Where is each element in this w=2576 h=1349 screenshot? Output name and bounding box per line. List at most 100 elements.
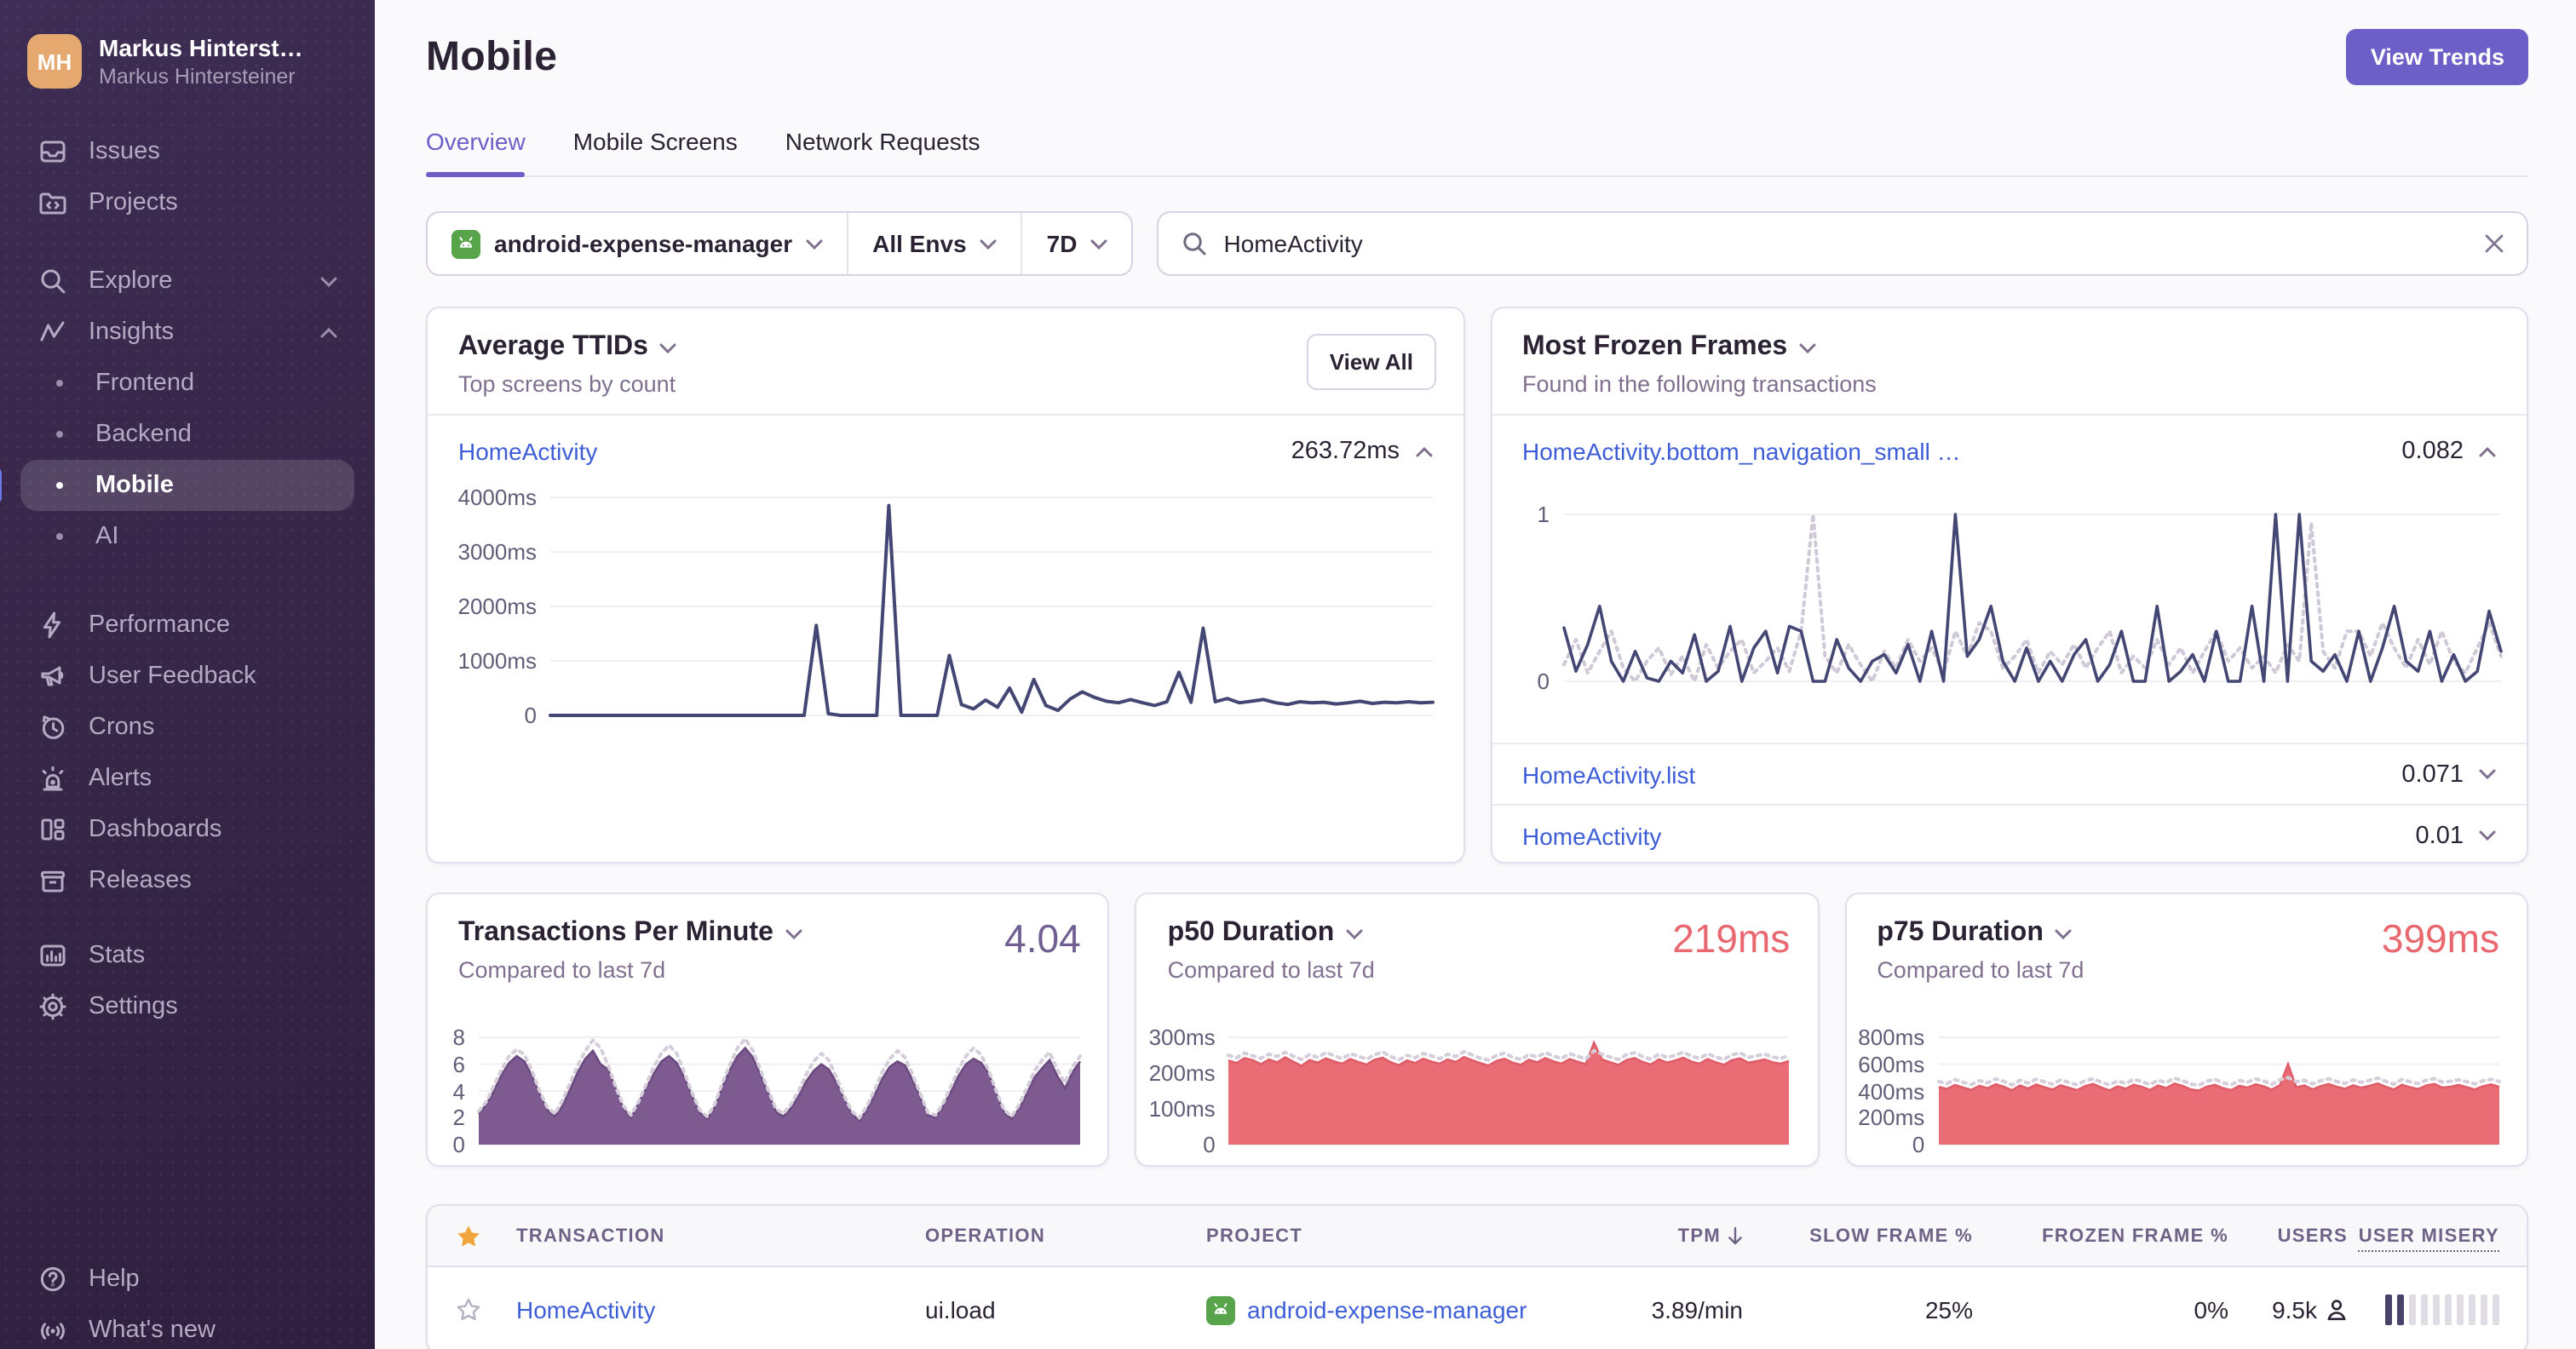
expand-chevron-icon[interactable]: [2479, 829, 2496, 841]
sidebar-item-settings[interactable]: Settings: [20, 981, 354, 1032]
filter-bar: android-expense-manager All Envs 7D: [426, 211, 2528, 276]
sidebar-item-performance[interactable]: Performance: [20, 600, 354, 651]
sidebar-nav: Issues Projects Explore: [0, 126, 354, 1032]
star-header-icon[interactable]: [455, 1222, 516, 1249]
chevron-up-icon: [320, 326, 337, 338]
sidebar-item-projects[interactable]: Projects: [20, 177, 354, 228]
expand-chevron-icon[interactable]: [2479, 768, 2496, 780]
sidebar-item-dashboards[interactable]: Dashboards: [20, 804, 354, 855]
card-subtitle: Compared to last 7d: [1877, 957, 2084, 983]
sidebar-item-label: Crons: [89, 714, 155, 741]
clear-search-icon[interactable]: [2484, 233, 2504, 254]
sidebar-item-alerts[interactable]: Alerts: [20, 753, 354, 804]
tab-bar: Overview Mobile Screens Network Requests: [426, 128, 2528, 177]
user-name: Markus Hinterst…: [99, 34, 303, 61]
transaction-link[interactable]: HomeActivity: [1522, 822, 1662, 849]
card-title-label: p75 Duration: [1877, 918, 2044, 947]
transaction-link[interactable]: HomeActivity.list: [1522, 761, 1696, 788]
tpm-card: Transactions Per Minute Compared to last…: [426, 893, 1110, 1167]
siren-icon: [37, 763, 68, 794]
sidebar-item-stats[interactable]: Stats: [20, 930, 354, 981]
col-slow-frame[interactable]: SLOW FRAME %: [1809, 1226, 1973, 1246]
tab-overview[interactable]: Overview: [426, 128, 526, 177]
environment-selector-label: All Envs: [872, 230, 967, 257]
sidebar-item-crons[interactable]: Crons: [20, 702, 354, 753]
chevron-down-icon: [785, 927, 802, 939]
chevron-down-icon: [1799, 342, 1816, 353]
project-cell: android-expense-manager: [1206, 1295, 1573, 1324]
sidebar-item-backend[interactable]: Backend: [20, 409, 354, 460]
sidebar-item-label: Frontend: [95, 370, 195, 397]
card-title[interactable]: Most Frozen Frames: [1522, 332, 2496, 363]
collapse-chevron-icon[interactable]: [2479, 445, 2496, 457]
chevron-down-icon: [806, 238, 823, 250]
col-project[interactable]: PROJECT: [1206, 1226, 1303, 1246]
most-frozen-frames-card: Most Frozen Frames Found in the followin…: [1490, 307, 2528, 864]
sidebar-item-label: AI: [95, 523, 119, 550]
p75-chart: 800ms 600ms 400ms 200ms 0: [1846, 1025, 2501, 1157]
bullet-icon: [44, 431, 75, 438]
view-trends-button[interactable]: View Trends: [2346, 29, 2528, 85]
sidebar-item-insights[interactable]: Insights: [20, 307, 354, 358]
transaction-link[interactable]: HomeActivity: [458, 438, 598, 465]
sidebar-item-frontend[interactable]: Frontend: [20, 358, 354, 409]
card-title[interactable]: p50 Duration: [1168, 918, 1787, 949]
card-title-label: Average TTIDs: [458, 332, 648, 361]
row-value: 0.071: [2401, 761, 2464, 788]
col-tpm[interactable]: TPM: [1678, 1226, 1743, 1246]
sidebar-item-label: Insights: [89, 319, 174, 346]
sidebar-item-user-feedback[interactable]: User Feedback: [20, 651, 354, 702]
sidebar-item-label: Stats: [89, 942, 146, 969]
environment-selector[interactable]: All Envs: [848, 213, 1021, 274]
project-selector[interactable]: android-expense-manager: [428, 213, 847, 274]
user-menu[interactable]: MH Markus Hinterst… Markus Hintersteiner: [20, 27, 354, 89]
col-frozen-frame[interactable]: FROZEN FRAME %: [2042, 1226, 2228, 1246]
frozen-row-3: HomeActivity 0.01: [1492, 804, 2527, 862]
card-title[interactable]: Transactions Per Minute: [458, 918, 1078, 949]
star-row-icon[interactable]: [455, 1296, 516, 1323]
col-user-misery[interactable]: USER MISERY: [2358, 1226, 2499, 1251]
page-title: Mobile: [426, 34, 558, 80]
col-transaction[interactable]: TRANSACTION: [516, 1226, 665, 1246]
sidebar-item-label: Releases: [89, 867, 192, 894]
col-users[interactable]: USERS: [2277, 1226, 2348, 1246]
card-title[interactable]: Average TTIDs: [458, 332, 1432, 363]
search-icon: [37, 266, 68, 296]
sidebar-item-mobile[interactable]: Mobile: [0, 460, 354, 511]
transactions-table: TRANSACTION OPERATION PROJECT TPM SLOW F…: [426, 1204, 2528, 1349]
card-subtitle: Found in the following transactions: [1522, 371, 1877, 397]
sidebar-item-whats-new[interactable]: What's new: [20, 1305, 354, 1349]
p50-value: 219ms: [1672, 916, 1791, 961]
average-ttids-card: Average TTIDs Top screens by count View …: [426, 307, 1464, 864]
col-operation[interactable]: OPERATION: [925, 1226, 1046, 1246]
sidebar-item-label: Projects: [89, 189, 178, 216]
transaction-link[interactable]: HomeActivity.bottom_navigation_small …: [1522, 438, 1961, 465]
date-range-selector[interactable]: 7D: [1023, 213, 1132, 274]
sidebar-item-explore[interactable]: Explore: [20, 255, 354, 307]
sidebar-item-ai[interactable]: AI: [20, 511, 354, 562]
clock-icon: [37, 712, 68, 743]
collapse-chevron-icon[interactable]: [1415, 445, 1432, 457]
tab-mobile-screens[interactable]: Mobile Screens: [572, 128, 738, 155]
sidebar-item-releases[interactable]: Releases: [20, 855, 354, 906]
sidebar-item-help[interactable]: Help: [20, 1254, 354, 1305]
search-input[interactable]: [1223, 230, 2469, 257]
sidebar-item-label: Settings: [89, 993, 178, 1020]
card-title[interactable]: p75 Duration: [1877, 918, 2496, 949]
frozen-row-1: HomeActivity.bottom_navigation_small … 0…: [1492, 416, 2527, 487]
dashboard-grid-icon: [37, 814, 68, 845]
p50-duration-card: p50 Duration Compared to last 7d 219ms 3…: [1135, 893, 1820, 1167]
table-row: HomeActivity ui.load android-expense-man…: [428, 1267, 2527, 1349]
transaction-link[interactable]: HomeActivity: [516, 1296, 656, 1323]
frozen-row-2: HomeActivity.list 0.071: [1492, 743, 2527, 804]
search-box[interactable]: [1157, 211, 2528, 276]
slow-frame-cell: 25%: [1924, 1296, 1973, 1323]
search-icon: [1181, 230, 1208, 257]
sidebar-item-issues[interactable]: Issues: [20, 126, 354, 177]
view-all-button[interactable]: View All: [1307, 334, 1435, 390]
lightning-icon: [37, 610, 68, 640]
project-link[interactable]: android-expense-manager: [1247, 1296, 1527, 1323]
tab-network-requests[interactable]: Network Requests: [785, 128, 980, 155]
card-title-label: p50 Duration: [1167, 918, 1335, 947]
